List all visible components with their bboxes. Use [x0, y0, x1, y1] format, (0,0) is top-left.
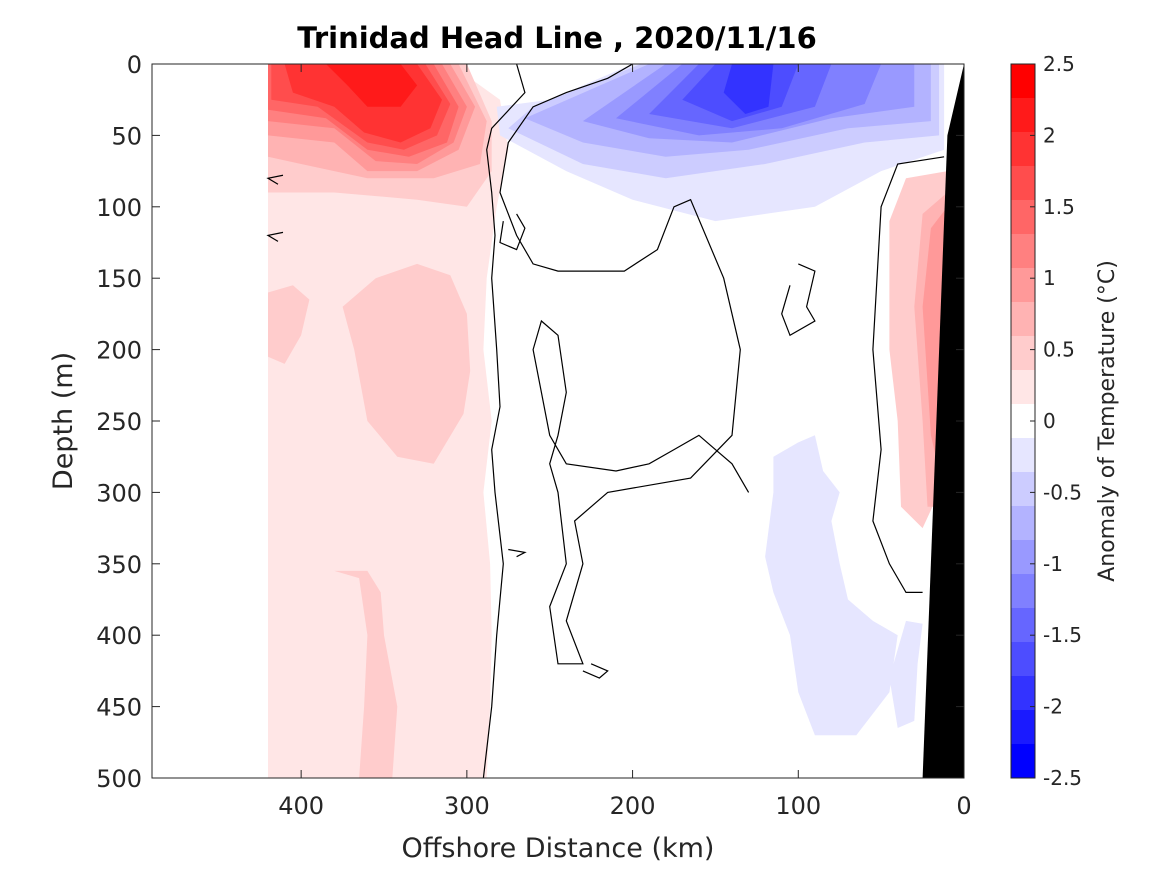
- colorbar-swatch: [1011, 370, 1035, 405]
- colorbar-swatch: [1011, 574, 1035, 609]
- colorbar-tick-label: -2.5: [1043, 766, 1082, 790]
- colorbar-swatch: [1011, 472, 1035, 507]
- y-tick-label: 300: [96, 479, 142, 507]
- colorbar-swatch: [1011, 710, 1035, 745]
- chart-title: Trinidad Head Line , 2020/11/16: [297, 21, 817, 55]
- colorbar-tick-label: 2: [1043, 123, 1056, 147]
- x-tick-label: 100: [775, 792, 821, 820]
- colorbar-tick-label: -0.5: [1043, 480, 1082, 504]
- axes: 400 300 200 100 0 0 50 100 150 200 250 300 350 400 450…: [96, 51, 971, 820]
- colorbar-swatch: [1011, 166, 1035, 201]
- x-tick-label: 300: [444, 792, 490, 820]
- zero-contour-4: [872, 156, 945, 594]
- colorbar-swatch: [1011, 438, 1035, 473]
- y-tick-label: 150: [96, 265, 142, 293]
- y-tick-label: 350: [96, 551, 142, 579]
- colorbar-swatch: [1011, 234, 1035, 269]
- colorbar-swatch: [1011, 98, 1035, 133]
- edge-contour-mark-1: [266, 231, 284, 242]
- anomaly-region-21: [889, 620, 923, 728]
- colorbar-swatch: [1011, 200, 1035, 235]
- y-tick-label: 50: [111, 122, 142, 150]
- anomaly-region-4: [334, 570, 398, 778]
- colorbar-swatch: [1011, 336, 1035, 371]
- colorbar-swatch: [1011, 302, 1035, 337]
- colorbar-swatch: [1011, 744, 1035, 779]
- colorbar-tick-label: -1: [1043, 552, 1063, 576]
- x-tick-label: 400: [278, 792, 324, 820]
- continental-shelf: [922, 64, 964, 778]
- zero-contour-5: [582, 663, 609, 679]
- colorbar-tick-label: 2.5: [1043, 52, 1075, 76]
- colorbar-tick-label: -1.5: [1043, 623, 1082, 647]
- colorbar-tick-label: 0: [1043, 409, 1056, 433]
- y-tick-label: 100: [96, 194, 142, 222]
- anomaly-region-3: [268, 285, 310, 364]
- zero-contour-2: [499, 213, 526, 251]
- colorbar-swatch: [1011, 642, 1035, 677]
- colorbar-swatch: [1011, 540, 1035, 575]
- zero-contour-6: [508, 548, 527, 558]
- y-tick-label: 0: [127, 51, 142, 79]
- anomaly-region-2: [342, 263, 471, 464]
- y-tick-label: 450: [96, 694, 142, 722]
- colorbar-swatch: [1011, 506, 1035, 541]
- y-tick-label: 400: [96, 622, 142, 650]
- y-tick-label: 250: [96, 408, 142, 436]
- data-layer: [266, 64, 964, 778]
- anomaly-region-11: [326, 64, 418, 107]
- colorbar-label: Anomaly of Temperature (°C): [1095, 260, 1120, 582]
- x-tick-label: 200: [610, 792, 656, 820]
- anomaly-region-20: [765, 435, 898, 736]
- colorbar: 2.5 2 1.5 1 0.5 0 -0.5 -1 -1.5 -2 -2.5: [1010, 52, 1082, 790]
- anomaly-region-19: [723, 64, 774, 114]
- colorbar-tick-label: 1.5: [1043, 195, 1075, 219]
- colorbar-swatch: [1011, 608, 1035, 643]
- plot-area: [152, 64, 964, 778]
- colorbar-tick-label: -2: [1043, 695, 1063, 719]
- colorbar-tick-label: 1: [1043, 266, 1056, 290]
- y-axis-label: Depth (m): [48, 352, 79, 490]
- x-axis-label: Offshore Distance (km): [402, 833, 715, 864]
- colorbar-swatch: [1011, 268, 1035, 303]
- zero-contour-1: [499, 64, 750, 665]
- zero-contour-3: [781, 263, 816, 337]
- colorbar-swatch: [1011, 676, 1035, 711]
- colorbar-tick-label: 0.5: [1043, 338, 1075, 362]
- y-tick-label: 500: [96, 765, 142, 793]
- y-tick-label: 200: [96, 337, 142, 365]
- colorbar-swatch: [1011, 64, 1035, 99]
- edge-contour-mark-0: [266, 174, 284, 185]
- zero-contour-0: [482, 64, 526, 778]
- x-tick-label: 0: [956, 792, 971, 820]
- colorbar-swatch: [1011, 132, 1035, 167]
